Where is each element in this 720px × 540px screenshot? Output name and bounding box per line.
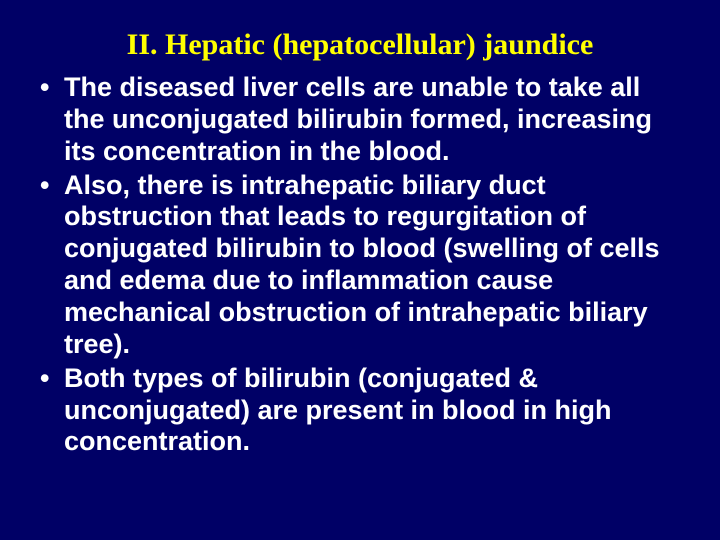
slide: II. Hepatic (hepatocellular) jaundice Th…	[0, 0, 720, 540]
list-item: Both types of bilirubin (conjugated & un…	[36, 363, 684, 459]
list-item: Also, there is intrahepatic biliary duct…	[36, 170, 684, 361]
bullet-list: The diseased liver cells are unable to t…	[36, 72, 684, 458]
list-item: The diseased liver cells are unable to t…	[36, 72, 684, 168]
slide-title: II. Hepatic (hepatocellular) jaundice	[36, 28, 684, 62]
